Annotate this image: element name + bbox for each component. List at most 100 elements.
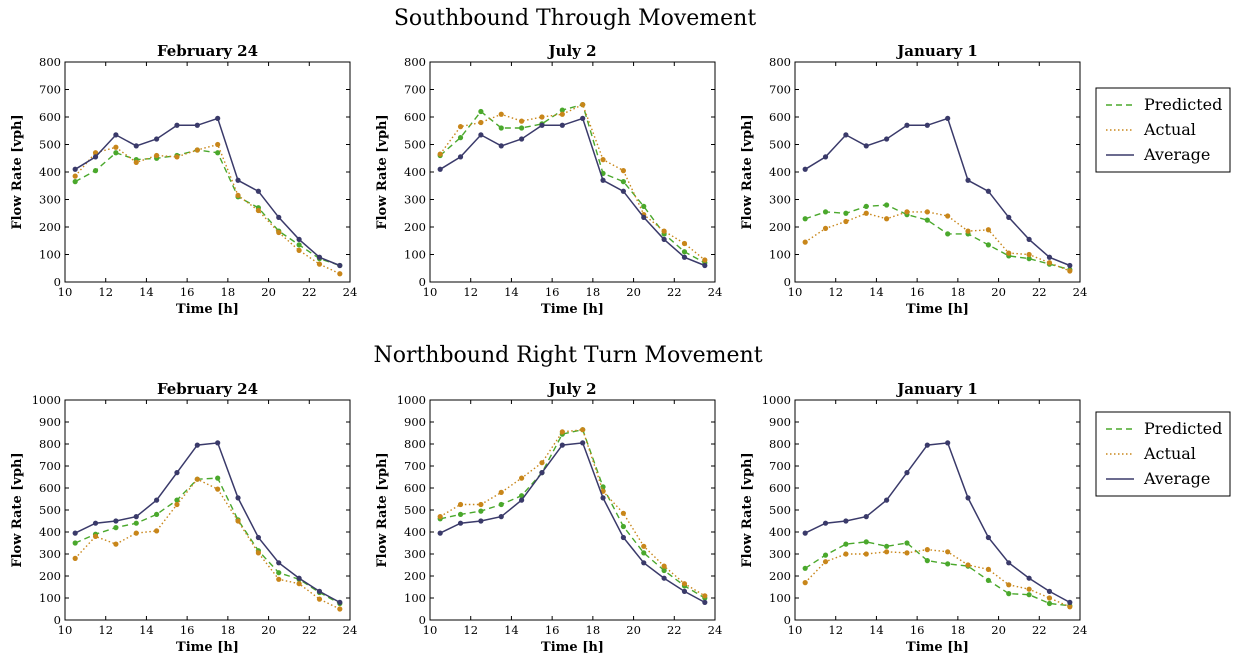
chart-panel-0: February 24 10 12 14 16 18 20 22 24 0 100 200 300 400… [10, 42, 357, 317]
data-point [498, 489, 504, 495]
data-point [843, 551, 849, 557]
chart-panel-2: January 1 10 12 14 16 18 20 22 24 0 100 200 300 400 50… [740, 42, 1087, 317]
x-tick-label: 12 [828, 285, 843, 299]
data-point [559, 429, 565, 435]
x-tick-label: 10 [423, 623, 438, 637]
data-point [1067, 604, 1073, 610]
data-point [519, 125, 525, 131]
data-point [296, 236, 302, 242]
y-tick-label: 600 [39, 110, 61, 124]
x-tick-label: 24 [708, 623, 723, 637]
data-point [437, 151, 443, 157]
data-point [337, 262, 343, 269]
data-point [113, 132, 119, 138]
x-axis-label: Time [h] [906, 640, 969, 655]
data-point [72, 179, 78, 185]
data-point [924, 558, 930, 564]
data-point [924, 547, 930, 553]
y-tick-label: 300 [39, 547, 61, 561]
y-tick-label: 300 [39, 193, 61, 207]
legend-southbound: Predicted Actual Average [1095, 87, 1231, 173]
data-point [478, 501, 484, 508]
chart-panel-4: July 2 10 12 14 16 18 20 22 24 0 100 200 300 400 500 60… [375, 380, 722, 655]
data-point [457, 124, 464, 130]
data-point [1026, 575, 1032, 581]
x-axis-label: Time [h] [906, 302, 969, 317]
x-axis-label: Time [h] [541, 640, 604, 655]
data-point [681, 240, 688, 247]
x-tick-label: 12 [463, 285, 478, 299]
chart-panel-3: February 24 10 12 14 16 18 20 22 24 0 100 200 300 400… [10, 380, 357, 655]
data-point [255, 534, 261, 541]
series-actual [437, 102, 708, 263]
data-point [539, 470, 545, 476]
legend-label-average: Average [1143, 145, 1210, 164]
y-tick-label: 900 [404, 415, 426, 429]
y-tick-label: 500 [769, 503, 791, 517]
data-point [580, 440, 586, 446]
data-point [92, 150, 99, 156]
section-title-southbound: Southbound Through Movement [394, 6, 757, 31]
y-axis-label: Flow Rate [vph] [375, 114, 390, 229]
series-line-predicted [439, 103, 706, 264]
series-actual [437, 427, 708, 599]
series-line-predicted [74, 477, 341, 605]
chart-title: January 1 [895, 380, 978, 398]
data-point [802, 216, 808, 222]
y-axis-label: Flow Rate [vph] [740, 114, 755, 229]
plot-frame [64, 399, 351, 621]
series-line-predicted [74, 149, 341, 267]
y-axis-label: Flow Rate [vph] [375, 452, 390, 567]
data-point [559, 107, 565, 113]
data-point [478, 108, 484, 115]
y-tick-label: 1000 [762, 393, 791, 407]
y-tick-label: 100 [769, 248, 791, 262]
data-point [457, 135, 464, 141]
data-point [641, 203, 647, 209]
data-point [457, 520, 464, 526]
data-point [661, 567, 667, 574]
data-point [316, 261, 323, 267]
y-tick-label: 700 [769, 83, 791, 97]
data-point [337, 606, 343, 612]
y-tick-label: 0 [419, 275, 426, 289]
chart-title: July 2 [546, 42, 596, 60]
data-point [884, 543, 890, 549]
data-point [945, 440, 951, 446]
data-point [478, 518, 484, 524]
x-tick-label: 22 [302, 285, 317, 299]
data-point [133, 530, 139, 536]
y-tick-label: 0 [784, 613, 791, 627]
data-point [884, 202, 890, 208]
series-line-average [804, 117, 1071, 267]
series-average [802, 440, 1073, 606]
plot-frame [64, 61, 351, 283]
x-tick-label: 14 [504, 623, 519, 637]
data-point [72, 540, 78, 546]
data-point [498, 501, 504, 508]
data-point [641, 550, 647, 556]
x-tick-label: 22 [1032, 623, 1047, 637]
plot-frame [794, 61, 1081, 283]
y-tick-label: 500 [769, 138, 791, 152]
y-tick-label: 100 [39, 591, 61, 605]
x-tick-label: 12 [98, 285, 113, 299]
data-point [985, 227, 991, 233]
data-point [863, 210, 869, 216]
data-point [985, 188, 991, 194]
data-point [661, 575, 667, 581]
x-tick-label: 16 [180, 285, 195, 299]
series-average [72, 115, 343, 269]
data-point [843, 541, 849, 547]
data-point [945, 115, 951, 121]
data-point [539, 122, 545, 128]
series-average [437, 440, 708, 606]
data-point [1006, 560, 1012, 566]
y-tick-label: 700 [39, 83, 61, 97]
x-tick-label: 12 [98, 623, 113, 637]
x-tick-label: 24 [1073, 623, 1088, 637]
data-point [498, 143, 504, 149]
data-point [92, 533, 99, 540]
data-point [924, 209, 930, 215]
data-point [985, 534, 991, 541]
